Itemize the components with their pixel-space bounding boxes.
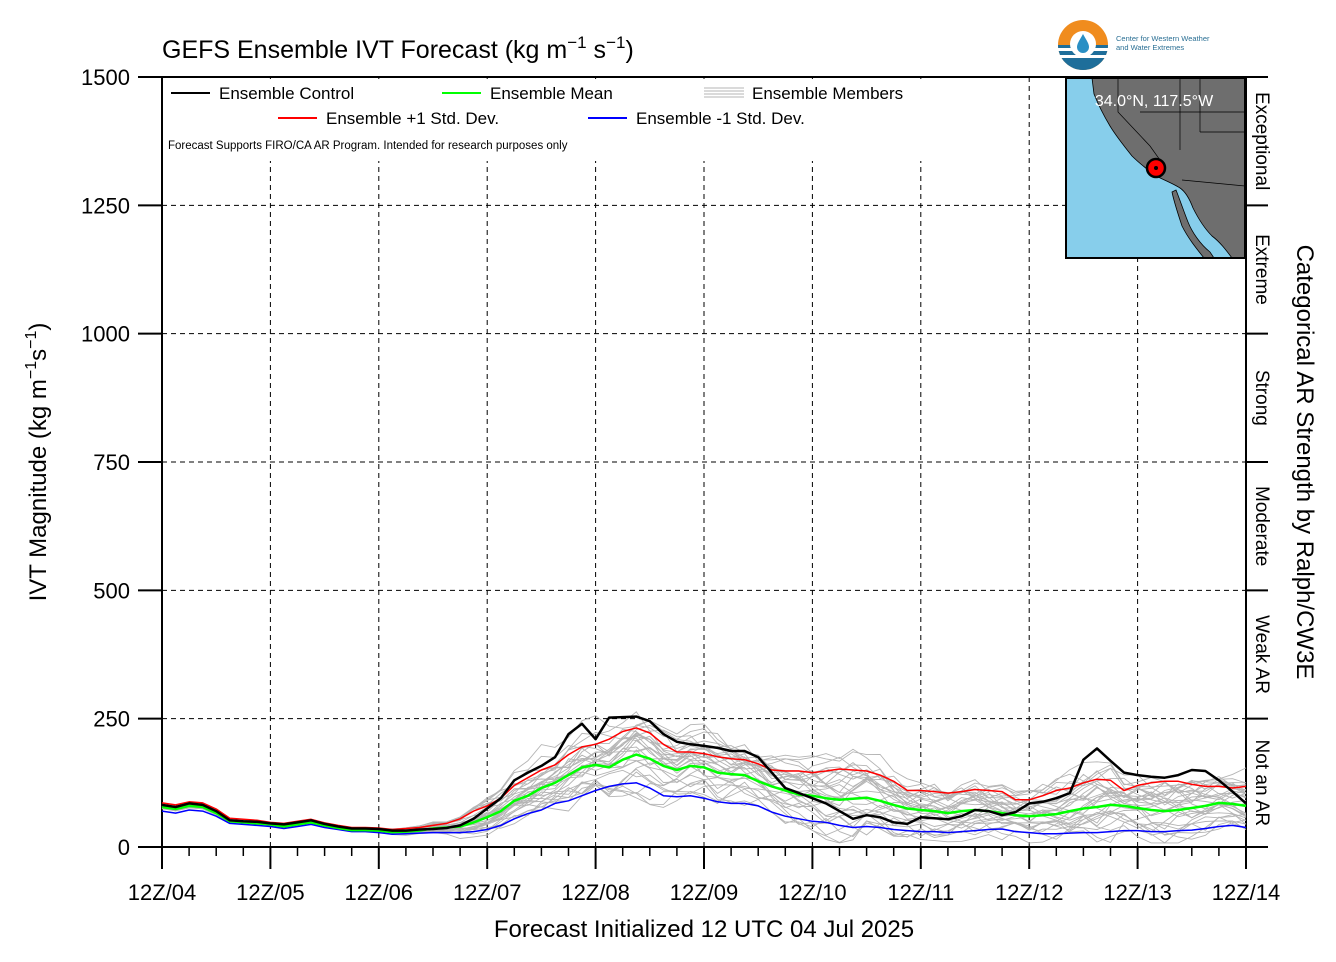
y-tick-label: 500 xyxy=(93,578,130,603)
legend-mean-label: Ensemble Mean xyxy=(490,84,613,103)
x-tick-label: 12Z/08 xyxy=(561,880,630,905)
category-label: Weak AR xyxy=(1251,615,1272,694)
chart-title: GEFS Ensemble IVT Forecast (kg m−1 s−1) xyxy=(162,33,634,64)
location-inset-map: 34.0°N, 117.5°W xyxy=(1065,77,1246,259)
y-tick-label: 1500 xyxy=(81,65,130,90)
legend-minus-label: Ensemble -1 Std. Dev. xyxy=(636,109,805,128)
x-axis-title: Forecast Initialized 12 UTC 04 Jul 2025 xyxy=(494,916,914,943)
x-tick-label: 12Z/07 xyxy=(453,880,522,905)
y-axis-title: IVT Magnitude (kg m−1s−1) xyxy=(23,323,52,602)
legend-members-swatch xyxy=(704,87,744,98)
x-tick-label: 12Z/13 xyxy=(1103,880,1172,905)
category-label: Not an AR xyxy=(1251,740,1272,827)
category-label: Extreme xyxy=(1251,234,1272,305)
svg-text:Center for Western Weather: Center for Western Weather xyxy=(1116,34,1210,43)
category-label: Exceptional xyxy=(1251,92,1272,190)
inset-location-label: 34.0°N, 117.5°W xyxy=(1095,93,1214,110)
category-label: Moderate xyxy=(1251,486,1272,566)
y-tick-label: 0 xyxy=(118,835,130,860)
x-tick-label: 12Z/12 xyxy=(995,880,1064,905)
svg-text:and Water Extremes: and Water Extremes xyxy=(1116,43,1184,52)
x-tick-label: 12Z/05 xyxy=(236,880,305,905)
series-control-line xyxy=(161,715,1247,832)
x-tick-label: 12Z/10 xyxy=(778,880,847,905)
disclaimer: Forecast Supports FIRO/CA AR Program. In… xyxy=(168,140,568,152)
series-mean-line xyxy=(161,753,1247,834)
y-tick-label: 1000 xyxy=(81,322,130,347)
y-tick-label: 250 xyxy=(93,707,130,732)
x-tick-label: 12Z/06 xyxy=(345,880,414,905)
legend-plus-label: Ensemble +1 Std. Dev. xyxy=(326,109,499,128)
water-drop-icon xyxy=(1077,34,1089,53)
axes: 0 250 500 750 1000 1250 1500 12Z/04 12Z/05 12Z/06… xyxy=(81,65,1280,905)
y-tick-label: 750 xyxy=(93,450,130,475)
x-tick-label: 12Z/14 xyxy=(1212,880,1281,905)
y-tick-label: 1250 xyxy=(81,193,130,218)
right-axis-title: Categorical AR Strength by Ralph/CW3E xyxy=(1291,245,1318,680)
legend: Ensemble Control Ensemble Mean Ensemble … xyxy=(164,79,934,161)
legend-members-label: Ensemble Members xyxy=(752,84,903,103)
x-tick-label: 12Z/04 xyxy=(128,880,197,905)
category-label: Strong xyxy=(1251,370,1272,426)
cw3e-logo: Center for Western Weather and Water Ext… xyxy=(1058,20,1210,70)
x-tick-label: 12Z/11 xyxy=(887,880,954,905)
legend-control-label: Ensemble Control xyxy=(219,84,354,103)
series-minus-line xyxy=(161,782,1247,835)
series-lines xyxy=(161,715,1247,835)
x-tick-label: 12Z/09 xyxy=(670,880,739,905)
